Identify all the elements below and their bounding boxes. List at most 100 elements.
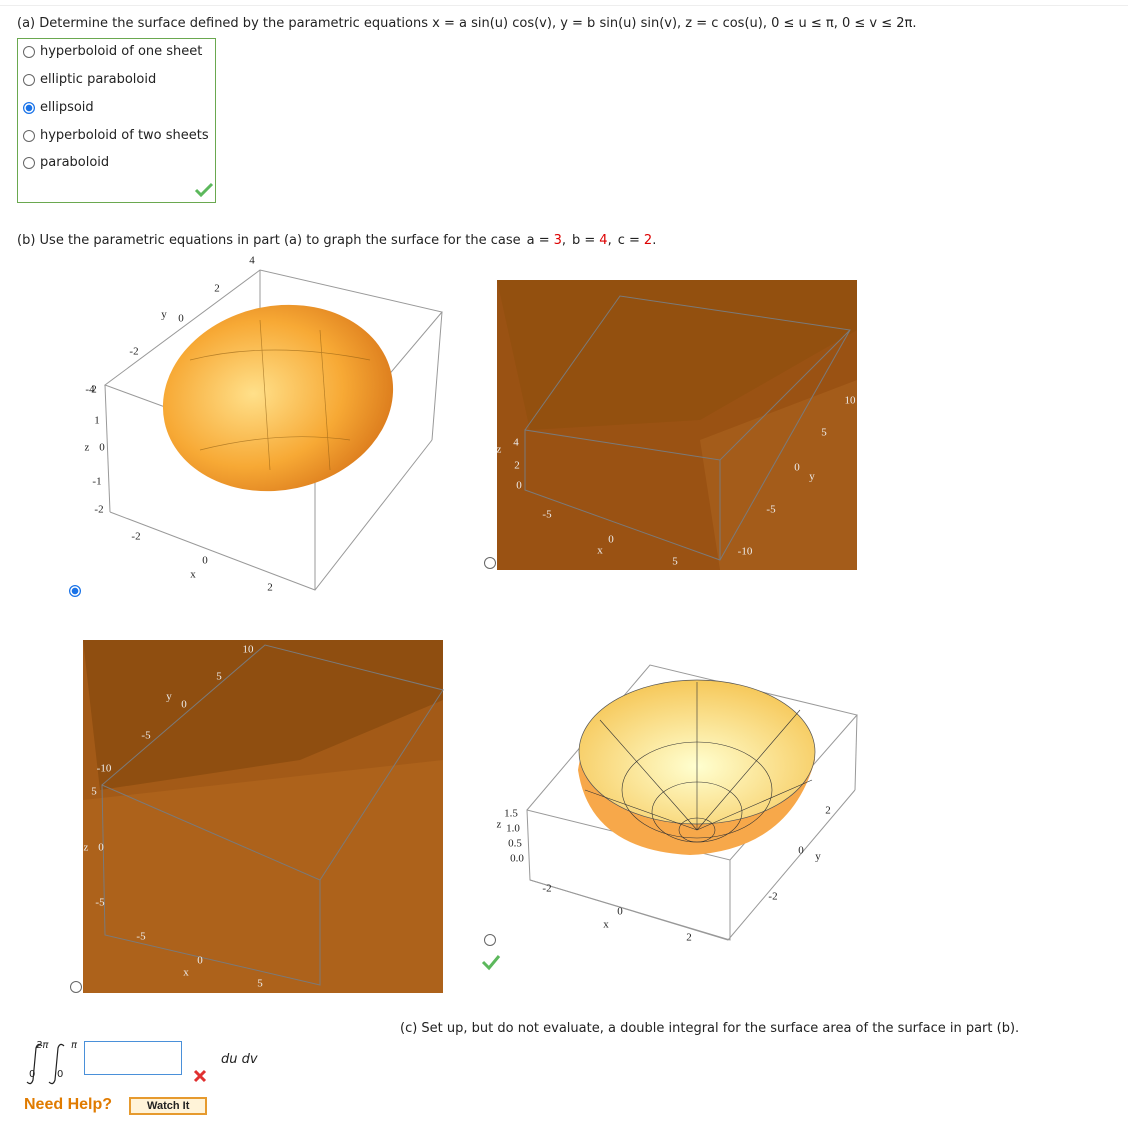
plot-4 — [526, 664, 858, 941]
option-label: hyperboloid of two sheets — [40, 128, 209, 143]
param-name: a = — [526, 233, 550, 248]
tick-label: -2 — [542, 883, 551, 895]
differentials: du dv — [221, 1052, 258, 1067]
tick-label: 2 — [91, 384, 97, 396]
tick-label: 4 — [249, 255, 255, 267]
tick-label: 5 — [91, 786, 97, 798]
tick-label: -2 — [129, 346, 138, 358]
tick-label: 1.5 — [504, 808, 518, 820]
radio-button[interactable] — [69, 585, 81, 597]
tick-label: -5 — [136, 931, 146, 943]
radio-button[interactable] — [23, 46, 35, 58]
radio-button[interactable] — [23, 74, 35, 86]
tick-label: 0 — [202, 555, 208, 567]
tick-label: -5 — [542, 509, 552, 521]
tick-label: y — [166, 691, 172, 703]
plot-1 — [103, 269, 443, 591]
tick-label: 0 — [178, 313, 184, 325]
inner-upper: π — [71, 1040, 78, 1051]
tick-label: 0 — [98, 842, 104, 854]
part-b-prompt: (b) Use the parametric equations in part… — [17, 233, 656, 248]
tick-label: -2 — [94, 504, 103, 516]
option-label: ellipsoid — [40, 100, 94, 115]
answer-input[interactable] — [84, 1041, 182, 1075]
part-c-prompt: (c) Set up, but do not evaluate, a doubl… — [400, 1021, 1020, 1036]
radio-button[interactable] — [484, 557, 496, 569]
tick-label: 10 — [243, 644, 255, 656]
radio-button[interactable] — [23, 130, 35, 142]
tick-label: 5 — [216, 671, 222, 683]
tick-label: 0 — [181, 699, 187, 711]
options-box — [17, 38, 216, 203]
tick-label: 1 — [94, 415, 100, 427]
tick-label: x — [603, 919, 609, 931]
tick-label: x — [183, 967, 189, 979]
tick-label: 0 — [617, 906, 623, 918]
radio-button[interactable] — [23, 157, 35, 169]
param-value: 3 — [553, 233, 562, 248]
tick-label: y — [809, 471, 815, 483]
part-a-prompt: (a) Determine the surface defined by the… — [17, 16, 917, 31]
tick-label: -1 — [92, 476, 101, 488]
outer-upper: 2π — [36, 1040, 49, 1051]
param-value: 4 — [599, 233, 608, 248]
tick-label: 2 — [686, 932, 692, 944]
tick-label: -10 — [738, 546, 753, 558]
inner-lower: 0 — [57, 1069, 64, 1080]
tick-label: 10 — [845, 395, 857, 407]
top-rule — [0, 5, 1128, 6]
tick-label: -5 — [141, 730, 151, 742]
tick-label: -5 — [766, 504, 776, 516]
plot-3 — [83, 640, 444, 993]
tick-label: 2 — [267, 582, 273, 594]
tick-label: 2 — [214, 283, 220, 295]
outer-lower: 0 — [29, 1069, 36, 1080]
tick-label: z — [85, 442, 90, 454]
plot-2 — [497, 280, 857, 570]
tick-label: 0 — [798, 845, 804, 857]
incorrect-x — [193, 1069, 207, 1083]
param-name: b = — [572, 233, 596, 248]
tick-label: y — [161, 309, 167, 321]
tick-label: x — [597, 545, 603, 557]
tick-label: 5 — [821, 427, 827, 439]
tick-label: 1.0 — [506, 823, 520, 835]
tick-label: z — [497, 444, 502, 456]
option-label: hyperboloid of one sheet — [40, 44, 203, 59]
tick-label: 5 — [672, 556, 678, 568]
tick-label: z — [497, 819, 502, 831]
integral-signs — [26, 1043, 65, 1085]
tick-label: 0 — [99, 442, 105, 454]
tick-label: 4 — [513, 437, 519, 449]
tick-label: 0 — [794, 462, 800, 474]
tick-label: -10 — [97, 763, 112, 775]
param-value: 2 — [643, 233, 653, 248]
tick-label: 2 — [514, 460, 520, 472]
param-name: c = — [617, 233, 640, 248]
tick-label: -2 — [131, 531, 140, 543]
tick-label: 0.5 — [508, 838, 522, 850]
radio-button[interactable] — [23, 102, 35, 114]
tick-label: 0 — [197, 955, 203, 967]
params: a = 3, b = 4, c = 2. — [526, 233, 657, 248]
tick-label: 0 — [516, 480, 522, 492]
part-b-text: (b) Use the parametric equations in part… — [17, 233, 521, 248]
radio-button[interactable] — [70, 981, 82, 993]
tick-label: z — [84, 842, 89, 854]
tick-label: 0 — [608, 534, 614, 546]
tick-label: -4 — [85, 384, 95, 396]
radio-button[interactable] — [484, 934, 496, 946]
correct-check — [194, 182, 214, 198]
tick-label: x — [190, 569, 196, 581]
tick-label: 2 — [825, 805, 831, 817]
tick-label: 0.0 — [510, 853, 524, 865]
tick-label: -2 — [768, 891, 777, 903]
option-label: elliptic paraboloid — [40, 72, 157, 87]
correct-check — [481, 955, 501, 971]
option-label: paraboloid — [40, 155, 110, 170]
tick-label: -5 — [95, 897, 105, 909]
watch-it-button[interactable]: Watch It — [129, 1097, 208, 1115]
need-help: Need Help? — [24, 1096, 113, 1113]
